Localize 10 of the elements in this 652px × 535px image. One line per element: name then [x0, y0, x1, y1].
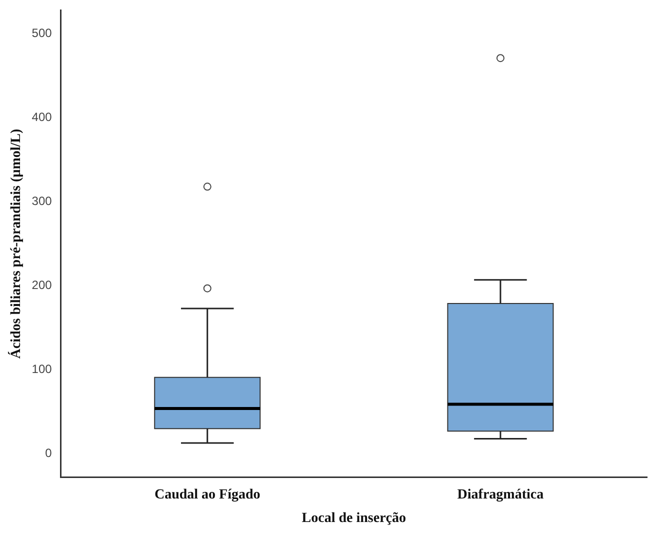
- y-tick-label: 200: [32, 278, 52, 292]
- x-tick-label: Diafragmática: [457, 487, 544, 502]
- x-axis-title: Local de inserção: [302, 511, 406, 526]
- y-tick-label: 100: [32, 362, 52, 376]
- y-tick-label: 300: [32, 194, 52, 208]
- y-tick-label: 400: [32, 110, 52, 124]
- y-axis-title: Ácidos biliares pré-prandiais (µmol/L): [7, 128, 24, 359]
- y-tick-label: 0: [45, 446, 52, 460]
- y-tick-label: 500: [32, 26, 52, 40]
- x-tick-label: Caudal ao Fígado: [154, 487, 260, 502]
